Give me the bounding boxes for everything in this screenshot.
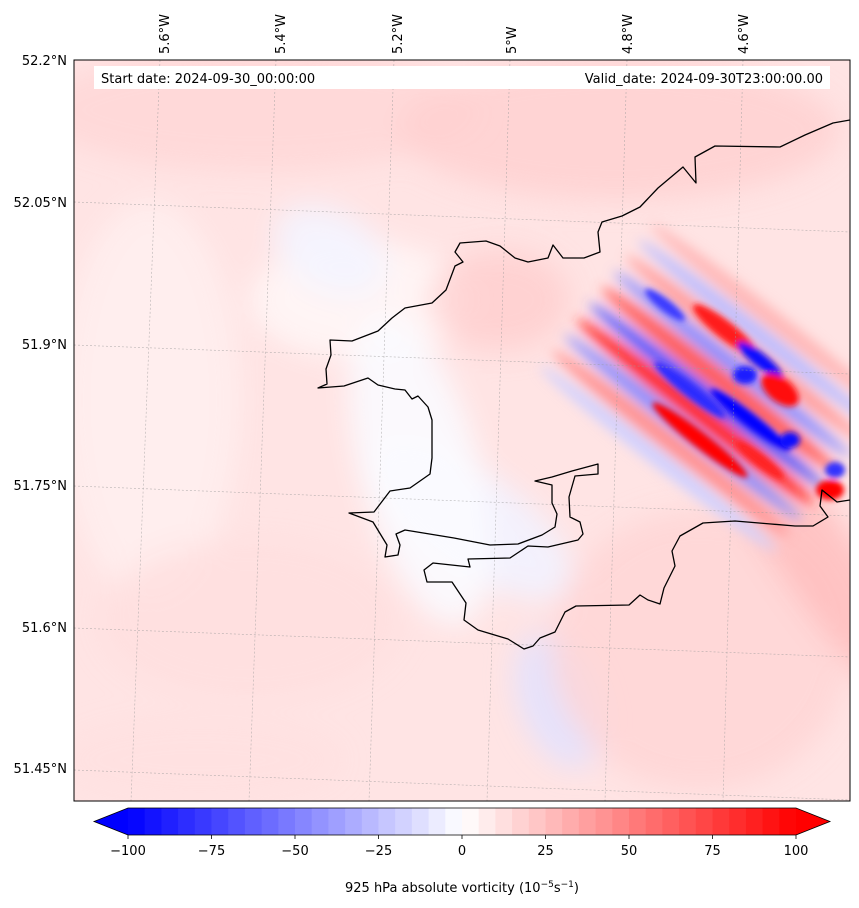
colorbar-segment [278, 808, 296, 835]
lat-tick-label: 52.05°N [14, 196, 67, 211]
colorbar-ticks: −100 −75 −50 −25 0 25 50 75 100 [110, 835, 808, 859]
gridline-lat-51.6 [74, 627, 850, 658]
colorbar-segment [695, 808, 713, 835]
colorbar-segment [261, 808, 279, 835]
colorbar-label: 925 hPa absolute vorticity (10−5s−1) [345, 880, 579, 896]
gridline-lat-52.05 [74, 201, 850, 233]
gridline-lon-5.0 [486, 60, 511, 801]
lon-tick-label: 4.8°W [621, 14, 636, 54]
colorbar-tick-label: 25 [537, 844, 554, 859]
colorbar-segment [411, 808, 430, 835]
colorbar-segment [712, 808, 730, 835]
colorbar-segment [194, 808, 212, 835]
colorbar-segment [478, 808, 496, 835]
gridline-lat-51.75 [74, 485, 850, 517]
colorbar-segment [629, 808, 647, 835]
lat-tick-label: 51.6°N [22, 621, 67, 636]
colorbar-segment [244, 808, 263, 835]
colorbar-tick-label: 0 [458, 844, 466, 859]
colorbar-segment [311, 808, 329, 835]
colorbar-segment [762, 808, 780, 835]
colorbar-tick-label: −75 [198, 844, 225, 859]
colorbar-extend-max [796, 808, 830, 835]
latitude-ticks: 52.2°N 52.05°N 51.9°N 51.75°N 51.6°N 51.… [14, 54, 67, 777]
colorbar-tick-label: 50 [621, 844, 638, 859]
colorbar-segment [361, 808, 379, 835]
valid-date-label: Valid_date: 2024-09-30T23:00:00.00 [585, 72, 823, 87]
gridline-lon-4.6 [722, 60, 744, 801]
lon-tick-label: 5.4°W [274, 14, 289, 54]
colorbar-segment [779, 808, 797, 835]
gridlines [74, 60, 850, 801]
lon-tick-label: 5°W [505, 26, 520, 54]
map-frame [73, 59, 851, 802]
lon-tick-label: 5.6°W [158, 14, 173, 54]
gridline-lat-51.9 [74, 344, 850, 375]
colorbar-segment [395, 808, 413, 835]
colorbar-segment [562, 808, 580, 835]
vorticity-field-soft [74, 60, 850, 800]
colorbar-tick-label: 100 [784, 844, 809, 859]
date-info-box [94, 66, 830, 89]
colorbar-segment [211, 808, 229, 835]
map-area: Start date: 2024-09-30_00:00:00 Valid_da… [74, 60, 850, 801]
gridline-lon-4.8 [604, 60, 628, 801]
lon-tick-label: 5.2°W [391, 14, 406, 54]
colorbar-segment [578, 808, 597, 835]
colorbar-segment [228, 808, 246, 835]
colorbar-segment [128, 808, 146, 835]
colorbar [92, 807, 832, 836]
colorbar-segment [662, 808, 680, 835]
lat-tick-label: 51.75°N [14, 479, 67, 494]
colorbar-segment [729, 808, 747, 835]
colorbar-tick-label: −50 [281, 844, 308, 859]
gridline-lon-5.4 [248, 60, 277, 801]
colorbar-segment [745, 808, 764, 835]
colorbar-segment [178, 808, 196, 835]
colorbar-segment [495, 808, 513, 835]
colorbar-segment [512, 808, 530, 835]
colorbar-segment [161, 808, 179, 835]
start-date-label: Start date: 2024-09-30_00:00:00 [101, 72, 315, 87]
colorbar-segment [645, 808, 663, 835]
coastline [317, 119, 850, 650]
longitude-ticks: 5.6°W 5.4°W 5.2°W 5°W 4.8°W 4.6°W [158, 14, 752, 54]
colorbar-segment [144, 808, 162, 835]
colorbar-segment [445, 808, 463, 835]
lat-tick-label: 51.45°N [14, 762, 67, 777]
colorbar-segment [428, 808, 446, 835]
colorbar-segment [295, 808, 313, 835]
gridline-lon-5.2 [368, 60, 395, 801]
lon-tick-label: 4.6°W [737, 14, 752, 54]
colorbar-tick-label: −25 [365, 844, 392, 859]
colorbar-segment [595, 808, 613, 835]
colorbar-segment [328, 808, 346, 835]
colorbar-segment [545, 808, 563, 835]
colorbar-segment [462, 808, 480, 835]
colorbar-tick-label: −100 [110, 844, 146, 859]
gridline-lat-51.45 [74, 769, 850, 801]
colorbar-segment [378, 808, 396, 835]
colorbar-segment [345, 808, 363, 835]
colorbar-tick-label: 75 [704, 844, 721, 859]
colorbar-segment [679, 808, 697, 835]
lat-tick-label: 51.9°N [22, 338, 67, 353]
colorbar-extend-min [94, 808, 128, 835]
vorticity-cores [644, 288, 845, 500]
colorbar-segment [612, 808, 630, 835]
lat-tick-label: 52.2°N [22, 54, 67, 69]
gridline-lon-5.6 [130, 60, 161, 801]
colorbar-segment [528, 808, 546, 835]
